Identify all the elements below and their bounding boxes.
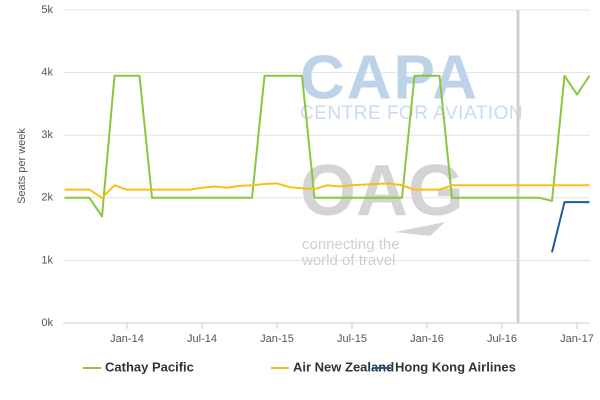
y-axis-label: Seats per week xyxy=(16,128,28,204)
y-tick-label: 1k xyxy=(41,254,53,266)
watermark-arrow xyxy=(395,222,445,236)
watermark: CAPA xyxy=(300,43,479,112)
series-line xyxy=(64,182,590,199)
x-tick-label: Jan-15 xyxy=(260,333,294,345)
series-line xyxy=(64,74,591,218)
watermark: world of travel xyxy=(301,252,395,269)
legend-label: Hong Kong Airlines xyxy=(395,359,516,374)
y-tick-label: 0k xyxy=(41,317,53,329)
series-line xyxy=(551,201,590,253)
y-tick-label: 2k xyxy=(41,192,53,204)
x-tick-label: Jan-14 xyxy=(110,333,144,345)
legend-label: Air New Zealand xyxy=(293,359,394,374)
x-tick-label: Jan-17 xyxy=(560,333,594,345)
x-tick-label: Jan-16 xyxy=(410,333,444,345)
y-tick-label: 4k xyxy=(41,67,53,79)
x-tick-label: Jul-14 xyxy=(187,333,217,345)
y-tick-label: 5k xyxy=(41,4,53,16)
legend-label: Cathay Pacific xyxy=(105,359,194,374)
y-tick-label: 3k xyxy=(41,129,53,141)
x-tick-label: Jul-16 xyxy=(487,333,517,345)
watermark: OAG xyxy=(300,151,464,231)
x-tick-label: Jul-15 xyxy=(337,333,367,345)
watermark: connecting the xyxy=(302,236,400,253)
